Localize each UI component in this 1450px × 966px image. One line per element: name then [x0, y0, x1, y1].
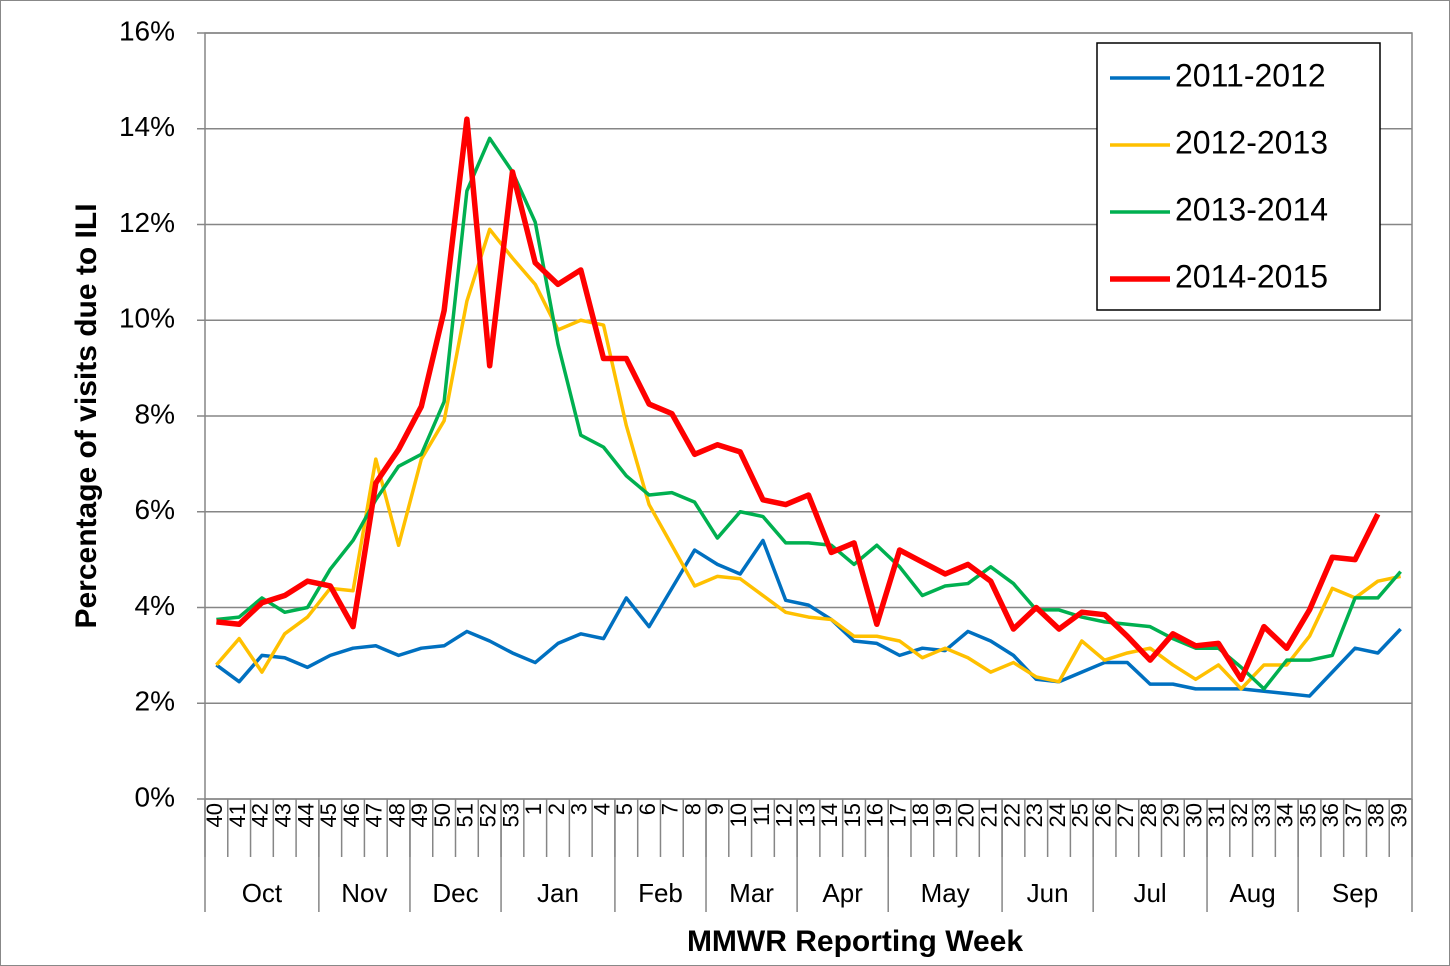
x-tick-label: 6	[635, 803, 660, 815]
legend-label: 2014-2015	[1175, 258, 1328, 294]
x-tick-label: 3	[567, 803, 592, 815]
x-tick-label: 30	[1181, 803, 1206, 827]
x-tick-label: 7	[658, 803, 683, 815]
x-tick-label: 28	[1136, 803, 1161, 827]
x-tick-label: 16	[863, 803, 888, 827]
x-tick-label: 23	[1022, 803, 1047, 827]
y-tick-label: 12%	[119, 207, 175, 238]
x-tick-label: 1	[521, 803, 546, 815]
y-tick-label: 16%	[119, 15, 175, 46]
month-label: Jul	[1133, 878, 1166, 908]
y-tick-label: 0%	[135, 781, 175, 812]
month-label: Jan	[537, 878, 579, 908]
legend-label: 2011-2012	[1175, 57, 1326, 93]
month-label: May	[921, 878, 970, 908]
x-tick-label: 38	[1364, 803, 1389, 827]
month-label: Oct	[242, 878, 283, 908]
month-label: Sep	[1332, 878, 1378, 908]
x-tick-label: 22	[999, 803, 1024, 827]
series-line	[215, 227, 1401, 691]
x-tick-label: 40	[202, 803, 227, 827]
x-tick-label: 36	[1318, 803, 1343, 827]
month-label: Jun	[1027, 878, 1069, 908]
x-tick-label: 25	[1068, 803, 1093, 827]
x-axis-label: MMWR Reporting Week	[687, 925, 1023, 958]
x-tick-label: 19	[931, 803, 956, 827]
legend-label: 2012-2013	[1175, 124, 1328, 160]
x-tick-label: 32	[1227, 803, 1252, 827]
x-tick-label: 15	[840, 803, 865, 827]
legend-box	[1096, 42, 1381, 311]
x-tick-label: 26	[1090, 803, 1115, 827]
y-tick-label: 8%	[135, 398, 175, 429]
x-tick-label: 49	[407, 803, 432, 827]
month-label: Apr	[822, 878, 863, 908]
x-tick-label: 35	[1295, 803, 1320, 827]
x-tick-label: 42	[248, 803, 273, 827]
x-tick-label: 37	[1341, 803, 1366, 827]
x-tick-label: 18	[908, 803, 933, 827]
x-tick-label: 48	[384, 803, 409, 827]
x-tick-label: 33	[1250, 803, 1275, 827]
x-tick-label: 45	[316, 803, 341, 827]
x-tick-label: 11	[749, 803, 774, 826]
x-tick-label: 17	[885, 803, 910, 827]
x-tick-label: 14	[817, 803, 842, 827]
x-tick-label: 41	[225, 803, 250, 827]
x-tick-label: 44	[293, 803, 318, 827]
y-tick-label: 6%	[135, 494, 175, 525]
x-tick-label: 13	[794, 803, 819, 827]
month-label: Mar	[729, 878, 774, 908]
y-axis-label: Percentage of visits due to ILI	[70, 203, 103, 628]
x-tick-label: 9	[703, 803, 728, 815]
x-tick-label: 53	[498, 803, 523, 827]
x-tick-label: 4	[589, 803, 614, 815]
x-tick-label: 20	[954, 803, 979, 827]
x-tick-label: 5	[612, 803, 637, 815]
y-tick-label: 4%	[135, 590, 175, 621]
x-tick-label: 27	[1113, 803, 1138, 827]
x-tick-label: 34	[1273, 803, 1298, 827]
x-tick-label: 39	[1386, 803, 1411, 827]
plot-border	[204, 32, 1413, 800]
x-tick-label: 10	[726, 803, 751, 827]
series-line	[215, 538, 1402, 698]
y-tick-label: 14%	[119, 111, 175, 142]
x-tick-label: 43	[271, 803, 296, 827]
x-tick-label: 12	[772, 803, 797, 827]
x-tick-label: 46	[339, 803, 364, 827]
x-tick-label: 2	[544, 803, 569, 815]
x-tick-label: 47	[362, 803, 387, 827]
month-label: Aug	[1229, 878, 1275, 908]
x-tick-label: 21	[977, 803, 1002, 827]
x-tick-label: 50	[430, 803, 455, 827]
x-tick-label: 24	[1045, 803, 1070, 827]
x-tick-label: 51	[453, 803, 478, 827]
series-line	[216, 116, 1381, 683]
x-tick-label: 52	[475, 803, 500, 827]
month-label: Feb	[638, 878, 683, 908]
x-tick-label: 29	[1159, 803, 1184, 827]
month-label: Dec	[432, 878, 478, 908]
series-line	[216, 136, 1402, 691]
y-tick-label: 2%	[135, 686, 175, 717]
month-label: Nov	[341, 878, 387, 908]
x-tick-label: 8	[680, 803, 705, 815]
x-tick-label: 31	[1204, 803, 1229, 827]
y-tick-label: 10%	[119, 303, 175, 334]
legend-label: 2013-2014	[1175, 191, 1328, 227]
